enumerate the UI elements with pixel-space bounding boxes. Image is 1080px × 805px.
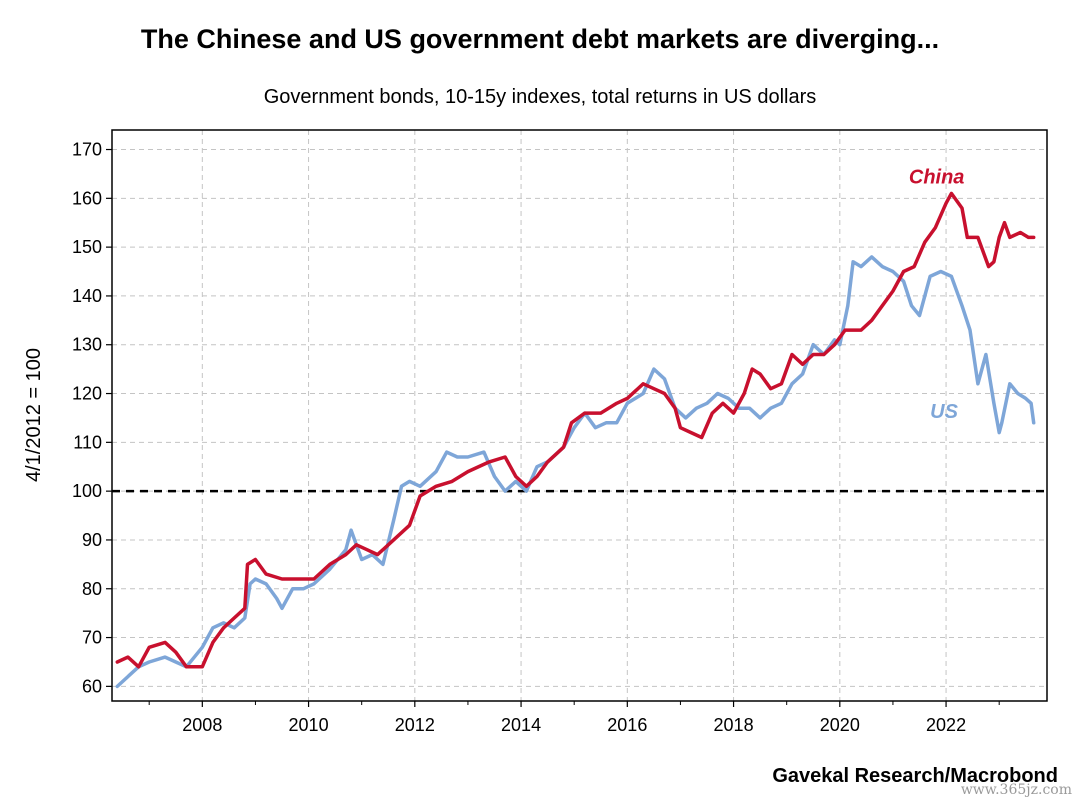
annotation-us: US	[930, 401, 958, 423]
x-tick-label-2020: 2020	[820, 715, 860, 735]
x-tick-label-2014: 2014	[501, 715, 541, 735]
x-tick-label-2012: 2012	[395, 715, 435, 735]
y-tick-label-70: 70	[82, 628, 102, 648]
x-tick-label-2016: 2016	[607, 715, 647, 735]
annotation-china: China	[909, 167, 965, 189]
source-credit: Gavekal Research/Macrobond	[772, 765, 1058, 787]
y-tick-label-120: 120	[72, 384, 102, 404]
x-tick-label-2022: 2022	[926, 715, 966, 735]
y-tick-label-160: 160	[72, 188, 102, 208]
y-tick-label-140: 140	[72, 286, 102, 306]
x-tick-label-2018: 2018	[714, 715, 754, 735]
y-tick-label-100: 100	[72, 481, 102, 501]
chart-title: The Chinese and US government debt marke…	[140, 24, 940, 54]
series-group	[115, 191, 1036, 689]
series-line-china	[115, 191, 1036, 669]
x-axis: 2008 2010 2012 2014 2016 2018 2020 2022	[148, 701, 1000, 735]
y-tick-label-170: 170	[72, 140, 102, 160]
y-tick-label-90: 90	[82, 530, 102, 550]
x-tick-label-2010: 2010	[289, 715, 329, 735]
watermark: www.365jz.com	[960, 782, 1072, 798]
chart-subtitle: Government bonds, 10-15y indexes, total …	[263, 86, 817, 108]
annotations: China US	[909, 167, 965, 423]
y-axis-label: 4/1/2012 = 100	[23, 348, 45, 482]
y-tick-label-60: 60	[82, 676, 102, 696]
series-line-us	[115, 255, 1036, 689]
x-tick-label-2008: 2008	[182, 715, 222, 735]
y-axis: 60 70 80 90 100 110 120 130 140 150 160 170	[72, 140, 112, 696]
y-tick-label-130: 130	[72, 335, 102, 355]
y-tick-label-80: 80	[82, 579, 102, 599]
y-tick-label-110: 110	[73, 432, 102, 452]
y-tick-label-150: 150	[72, 237, 102, 257]
plot-frame	[111, 129, 1048, 702]
